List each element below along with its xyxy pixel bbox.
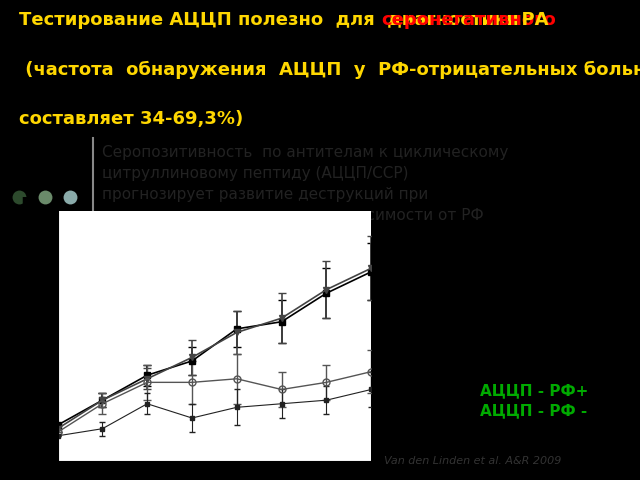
- Text: АЦЦП - РФ+
АЦЦП - РФ -: АЦЦП - РФ+ АЦЦП - РФ -: [480, 383, 588, 418]
- Text: серонегативного: серонегативного: [381, 11, 556, 29]
- Y-axis label: Sharp-van der Heijde score: Sharp-van der Heijde score: [18, 260, 28, 412]
- Text: Серопозитивность  по антителам к циклическому
цитруллиновому пептиду (АЦЦП/ССР)
: Серопозитивность по антителам к цикличес…: [102, 145, 509, 223]
- Text: РА: РА: [509, 11, 548, 29]
- Text: B: B: [20, 196, 35, 215]
- Text: составляет 34-69,3%): составляет 34-69,3%): [19, 110, 243, 128]
- Text: Тестирование АЦЦП полезно  для  диагностики: Тестирование АЦЦП полезно для диагностик…: [19, 11, 532, 29]
- Text: АЦЦП + РФ+
АЦЦП + РФ -: АЦЦП + РФ+ АЦЦП + РФ -: [90, 300, 204, 335]
- Text: (частота  обнаружения  АЦЦП  у  РФ-отрицательных больных РА: (частота обнаружения АЦЦП у РФ-отрицател…: [19, 60, 640, 79]
- Text: Van den Linden et al. A&R 2009: Van den Linden et al. A&R 2009: [384, 456, 561, 466]
